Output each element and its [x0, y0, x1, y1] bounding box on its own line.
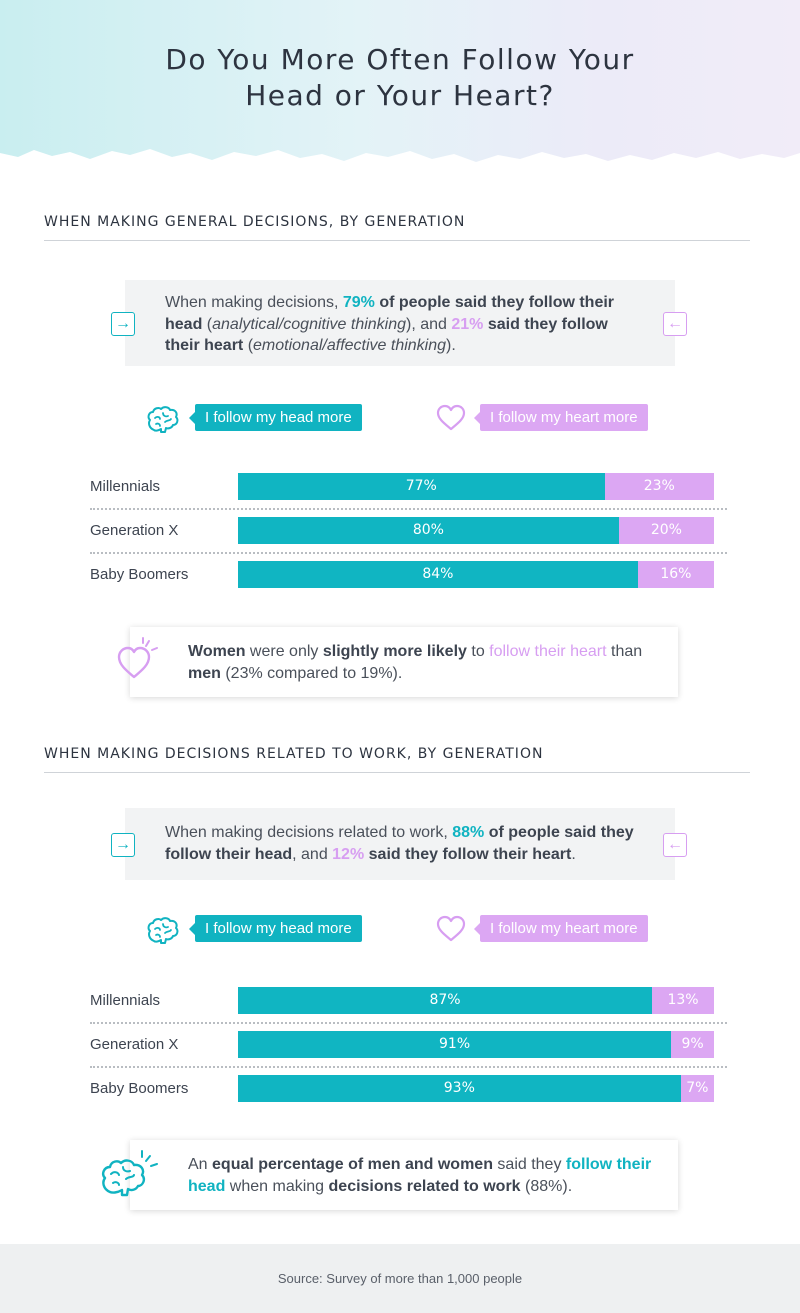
- bar-row: Millennials 77% 23%: [90, 473, 715, 517]
- heart-icon: [117, 637, 158, 679]
- category-label: Millennials: [90, 478, 161, 495]
- arrow-left-icon: ←: [663, 312, 687, 336]
- brain-icon: [147, 917, 179, 944]
- callout-head: An equal percentage of men and women sai…: [102, 1140, 678, 1210]
- stacked-bar: 80% 20%: [238, 517, 714, 544]
- bar-row: Generation X 80% 20%: [90, 517, 715, 561]
- bar-segment-head: 77%: [238, 473, 605, 500]
- bar-row: Generation X 91% 9%: [90, 1031, 715, 1075]
- bar-segment-heart: 9%: [671, 1031, 714, 1058]
- page-title: Do You More Often Follow Your Head or Yo…: [0, 42, 800, 114]
- legend-head: I follow my head more: [145, 404, 375, 433]
- bar-segment-heart: 13%: [652, 987, 714, 1014]
- section-2-summary: → When making decisions related to work,…: [111, 808, 687, 880]
- callout-head-text: An equal percentage of men and women sai…: [188, 1156, 652, 1195]
- section-1-summary-text: When making decisions, 79% of people sai…: [165, 294, 615, 354]
- category-label: Millennials: [90, 992, 161, 1009]
- chart-general-decisions: Millennials 77% 23% Generation X 80% 20% Baby …: [90, 473, 727, 593]
- section-1-summary: → When making decisions, 79% of people s…: [111, 280, 687, 366]
- row-divider: [90, 552, 727, 554]
- row-divider: [90, 508, 727, 510]
- callout-heart-text: Women were only slightly more likely to …: [188, 643, 643, 682]
- legend-head: I follow my head more: [145, 915, 375, 944]
- legend-heart-label: I follow my heart more: [474, 915, 648, 942]
- row-divider: [90, 1066, 727, 1068]
- category-label: Generation X: [90, 1036, 179, 1053]
- bar-segment-heart: 23%: [604, 473, 714, 500]
- arrow-right-icon: →: [111, 833, 135, 857]
- bar-segment-head: 80%: [238, 517, 619, 544]
- header-banner: [0, 0, 800, 175]
- legend-heart: I follow my heart more: [436, 404, 666, 432]
- heart-icon: [436, 404, 466, 431]
- title-line-1: Do You More Often Follow Your: [165, 43, 635, 76]
- brain-icon: [147, 406, 179, 433]
- category-label: Baby Boomers: [90, 566, 189, 583]
- bar-segment-head: 84%: [238, 561, 638, 588]
- bar-segment-head: 93%: [238, 1075, 681, 1102]
- brain-icon: [102, 1150, 158, 1197]
- section-2-summary-text: When making decisions related to work, 8…: [165, 824, 634, 863]
- title-line-2: Head or Your Heart?: [245, 79, 555, 112]
- bar-segment-head: 87%: [238, 987, 653, 1014]
- stacked-bar: 87% 13%: [238, 987, 714, 1014]
- section-1-heading: WHEN MAKING GENERAL DECISIONS, BY GENERA…: [44, 214, 750, 241]
- heart-icon: [436, 915, 466, 942]
- torn-edge: [0, 149, 800, 175]
- stacked-bar: 77% 23%: [238, 473, 714, 500]
- bar-row: Baby Boomers 84% 16%: [90, 561, 715, 605]
- section-2-heading: WHEN MAKING DECISIONS RELATED TO WORK, B…: [44, 746, 750, 773]
- legend-heart: I follow my heart more: [436, 915, 666, 943]
- category-label: Baby Boomers: [90, 1080, 189, 1097]
- bar-row: Baby Boomers 93% 7%: [90, 1075, 715, 1119]
- bar-row: Millennials 87% 13%: [90, 987, 715, 1031]
- bar-segment-heart: 20%: [618, 517, 714, 544]
- arrow-left-icon: ←: [663, 833, 687, 857]
- footer: Source: Survey of more than 1,000 people: [0, 1244, 800, 1313]
- arrow-right-icon: →: [111, 312, 135, 336]
- legend-head-label: I follow my head more: [189, 404, 362, 431]
- stacked-bar: 91% 9%: [238, 1031, 714, 1058]
- bar-segment-heart: 7%: [680, 1075, 714, 1102]
- source-note: Source: Survey of more than 1,000 people: [277, 1271, 523, 1286]
- stacked-bar: 84% 16%: [238, 561, 714, 588]
- bar-segment-head: 91%: [238, 1031, 672, 1058]
- stacked-bar: 93% 7%: [238, 1075, 714, 1102]
- chart-work-decisions: Millennials 87% 13% Generation X 91% 9% Baby B…: [90, 987, 727, 1107]
- legend-head-label: I follow my head more: [189, 915, 362, 942]
- legend-heart-label: I follow my heart more: [474, 404, 648, 431]
- category-label: Generation X: [90, 522, 179, 539]
- row-divider: [90, 1022, 727, 1024]
- callout-heart: Women were only slightly more likely to …: [117, 627, 678, 697]
- bar-segment-heart: 16%: [637, 561, 714, 588]
